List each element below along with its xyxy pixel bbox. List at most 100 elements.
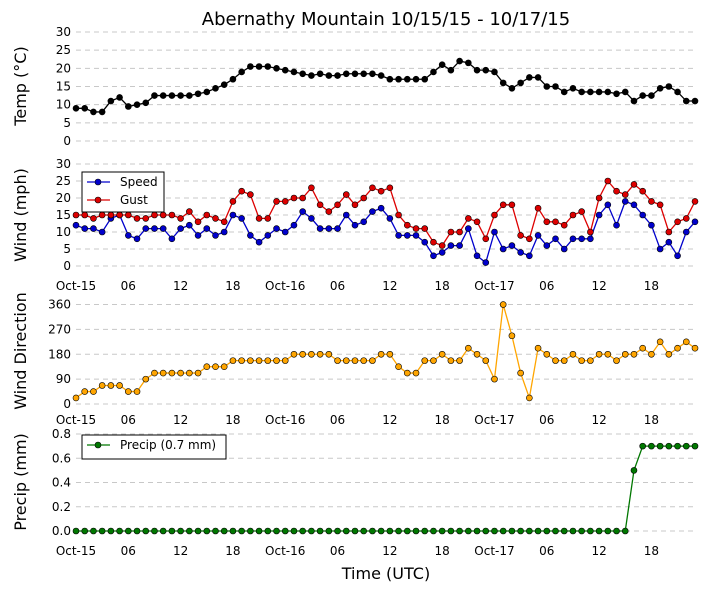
point-gust-43 xyxy=(447,228,455,236)
point-gust-33 xyxy=(360,194,368,202)
point-precip-37 xyxy=(395,527,402,535)
x-tick-direction-6: 12 xyxy=(382,413,397,427)
point-dir-45 xyxy=(465,344,472,352)
point-dir-55 xyxy=(552,357,559,364)
point-precip-32 xyxy=(351,527,359,535)
point-speed-60 xyxy=(595,211,603,219)
point-precip-0 xyxy=(72,527,80,535)
x-axis-label: Time (UTC) xyxy=(341,564,430,583)
point-dir-26 xyxy=(299,350,306,358)
point-temp-57 xyxy=(569,85,577,92)
x-tick-wind-1: 06 xyxy=(121,279,136,293)
point-temp-19 xyxy=(238,68,245,76)
point-dir-13 xyxy=(186,369,193,377)
point-temp-9 xyxy=(151,92,158,99)
point-dir-35 xyxy=(377,350,385,358)
point-temp-1 xyxy=(81,105,89,112)
point-precip-60 xyxy=(595,527,603,535)
point-gust-42 xyxy=(438,242,446,249)
point-gust-49 xyxy=(499,201,507,209)
point-temp-63 xyxy=(621,88,629,96)
y-tick-direction-360: 360 xyxy=(48,298,71,312)
point-temp-0 xyxy=(72,105,80,112)
point-gust-15 xyxy=(203,211,211,219)
point-speed-24 xyxy=(281,228,289,236)
panel-direction: 0 90 180 270 360 Wind Direction Oct-15 06 12 18 Oc… xyxy=(11,292,699,427)
point-temp-26 xyxy=(299,70,306,78)
point-speed-3 xyxy=(98,228,106,236)
point-gust-64 xyxy=(630,181,638,188)
point-speed-37 xyxy=(395,232,402,239)
point-speed-69 xyxy=(674,252,681,260)
point-temp-33 xyxy=(360,70,368,78)
point-speed-1 xyxy=(81,225,89,232)
point-dir-63 xyxy=(621,350,629,358)
point-dir-56 xyxy=(560,357,568,364)
point-dir-62 xyxy=(613,357,620,364)
point-speed-46 xyxy=(473,252,481,260)
point-speed-43 xyxy=(447,242,455,249)
point-temp-43 xyxy=(447,66,455,74)
point-gust-11 xyxy=(168,211,176,219)
x-tick-direction-4: Oct-16 xyxy=(265,413,305,427)
point-precip-70 xyxy=(682,442,690,450)
y-tick-direction-0: 0 xyxy=(63,397,71,411)
point-precip-58 xyxy=(578,527,585,535)
point-temp-30 xyxy=(334,72,341,79)
y-tick-precip-0.8: 0.8 xyxy=(52,427,71,441)
point-precip-13 xyxy=(186,527,193,535)
point-precip-11 xyxy=(168,527,176,535)
point-speed-14 xyxy=(194,232,202,239)
y-tick-direction-90: 90 xyxy=(56,372,71,386)
point-temp-25 xyxy=(290,68,298,76)
point-speed-27 xyxy=(308,215,315,222)
point-speed-31 xyxy=(342,211,350,219)
point-gust-6 xyxy=(125,211,132,219)
y-tick-precip-0.4: 0.4 xyxy=(52,476,71,490)
point-temp-46 xyxy=(473,66,481,74)
point-temp-69 xyxy=(674,88,681,96)
x-tick-wind-10: 12 xyxy=(591,279,606,293)
point-precip-27 xyxy=(308,527,315,535)
point-dir-8 xyxy=(142,375,150,383)
x-tick-precip-3: 18 xyxy=(225,544,240,558)
point-precip-18 xyxy=(229,527,237,535)
point-speed-49 xyxy=(499,245,507,253)
point-dir-40 xyxy=(421,357,429,364)
x-tick-wind-3: 18 xyxy=(225,279,240,293)
x-tick-precip-1: 06 xyxy=(121,544,136,558)
legend-precip: Precip (0.7 mm) xyxy=(81,434,227,460)
point-temp-24 xyxy=(281,66,289,74)
point-gust-60 xyxy=(595,194,603,202)
point-temp-62 xyxy=(613,90,620,98)
point-precip-9 xyxy=(151,527,158,535)
point-temp-35 xyxy=(377,72,385,79)
point-dir-57 xyxy=(569,350,577,358)
point-speed-0 xyxy=(72,221,80,229)
point-dir-61 xyxy=(604,350,612,358)
point-dir-31 xyxy=(342,357,350,364)
point-gust-56 xyxy=(560,221,568,229)
x-tick-direction-0: Oct-15 xyxy=(56,413,96,427)
point-gust-50 xyxy=(508,201,516,209)
point-dir-33 xyxy=(360,357,368,364)
y-tick-precip-0.2: 0.2 xyxy=(52,500,71,514)
point-temp-50 xyxy=(508,85,516,92)
point-speed-54 xyxy=(543,242,551,249)
point-temp-65 xyxy=(639,92,646,99)
point-temp-5 xyxy=(116,94,123,101)
point-speed-23 xyxy=(273,225,280,232)
chart-title: Abernathy Mountain 10/15/15 - 10/17/15 xyxy=(202,9,570,30)
y-tick-wind-5: 5 xyxy=(63,242,71,256)
point-gust-40 xyxy=(421,225,429,232)
point-precip-36 xyxy=(386,527,394,535)
point-gust-51 xyxy=(517,232,524,239)
x-tick-direction-10: 12 xyxy=(591,413,606,427)
point-speed-21 xyxy=(255,238,263,246)
point-dir-37 xyxy=(395,363,402,370)
point-gust-32 xyxy=(351,201,359,209)
point-temp-44 xyxy=(456,57,463,65)
point-precip-50 xyxy=(508,527,516,535)
point-precip-6 xyxy=(125,527,132,535)
point-precip-28 xyxy=(316,527,324,535)
